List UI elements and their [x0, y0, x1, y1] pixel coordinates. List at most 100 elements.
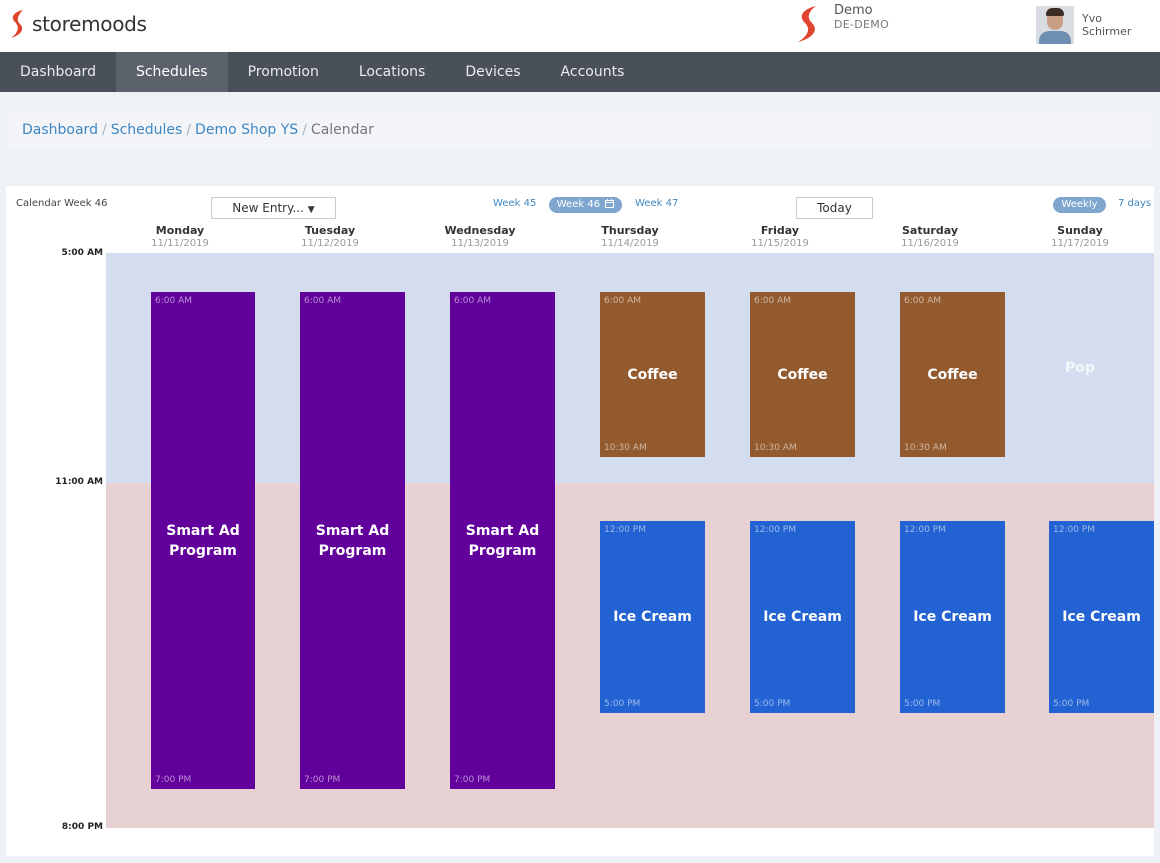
event-title: Smart Ad Program	[315, 522, 390, 559]
event-title: Coffee	[777, 366, 828, 383]
breadcrumb: Dashboard / Schedules / Demo Shop YS / Calenda…	[8, 112, 1152, 148]
new-entry-button[interactable]: New Entry... ▼	[211, 197, 336, 219]
day-date: 11/15/2019	[751, 238, 809, 249]
avatar	[1036, 6, 1074, 44]
day-header-sunday: Sunday 11/17/2019	[1025, 224, 1135, 249]
day-date: 11/12/2019	[301, 238, 359, 249]
event-pop-sunday[interactable]: Pop	[1065, 360, 1095, 376]
event-coffee-friday[interactable]: 6:00 AM Coffee 10:30 AM	[750, 292, 855, 457]
new-entry-label: New Entry...	[232, 201, 304, 215]
event-coffee-thursday[interactable]: 6:00 AM Coffee 10:30 AM	[600, 292, 705, 457]
nav-dashboard[interactable]: Dashboard	[20, 64, 96, 80]
event-start-time: 12:00 PM	[604, 525, 646, 535]
user-first-name: Yvo	[1082, 12, 1102, 25]
event-end-time: 5:00 PM	[904, 699, 941, 709]
breadcrumb-separator: /	[186, 122, 192, 138]
event-end-time: 7:00 PM	[454, 775, 491, 785]
calendar-week-label: Calendar Week 46	[16, 198, 108, 209]
seven-days-view-toggle[interactable]: 7 days	[1118, 198, 1152, 209]
brand-logo[interactable]: storemoods	[8, 9, 147, 39]
day-name: Monday	[155, 224, 205, 237]
nav-locations[interactable]: Locations	[358, 64, 426, 80]
current-week-pill[interactable]: Week 46	[549, 197, 622, 213]
organization-code: DE-DEMO	[834, 18, 890, 31]
organization-logo-icon	[798, 6, 816, 42]
day-header-tuesday: Tuesday 11/12/2019	[275, 224, 385, 249]
day-name: Sunday	[1057, 224, 1103, 237]
calendar-panel: Calendar Week 46 New Entry... ▼ Week 45 …	[6, 186, 1154, 856]
next-week-link[interactable]: Week 47	[635, 198, 679, 209]
breadcrumb-schedules[interactable]: Schedules	[110, 122, 183, 138]
event-end-time: 10:30 AM	[604, 443, 647, 453]
calendar-icon	[605, 199, 615, 208]
prev-week-link[interactable]: Week 45	[493, 198, 537, 209]
breadcrumb-dashboard[interactable]: Dashboard	[22, 122, 98, 138]
event-start-time: 6:00 AM	[454, 296, 491, 306]
breadcrumb-shop[interactable]: Demo Shop YS	[195, 122, 299, 138]
event-end-time: 5:00 PM	[754, 699, 791, 709]
event-title: Ice Cream	[1062, 609, 1141, 625]
event-title: Coffee	[927, 366, 978, 383]
day-header-saturday: Saturday 11/16/2019	[875, 224, 985, 249]
event-smart-ad-wednesday[interactable]: 6:00 AM Smart Ad Program 7:00 PM	[450, 292, 555, 789]
nav-promotion[interactable]: Promotion	[247, 64, 319, 80]
event-start-time: 6:00 AM	[754, 296, 791, 306]
day-date: 11/14/2019	[601, 238, 659, 249]
day-name: Saturday	[902, 224, 958, 237]
breadcrumb-current: Calendar	[310, 122, 374, 138]
user-menu[interactable]: Yvo Schirmer	[1036, 6, 1131, 44]
event-start-time: 12:00 PM	[1053, 525, 1095, 535]
weekly-view-toggle[interactable]: Weekly	[1053, 197, 1106, 213]
top-bar: storemoods Demo DE-DEMO Yvo Schirmer	[0, 0, 1160, 52]
day-header-monday: Monday 11/11/2019	[125, 224, 235, 249]
event-title: Smart Ad Program	[166, 522, 240, 559]
event-end-time: 7:00 PM	[155, 775, 192, 785]
event-title: Ice Cream	[913, 609, 992, 625]
event-end-time: 10:30 AM	[754, 443, 797, 453]
day-date: 11/13/2019	[451, 238, 509, 249]
event-start-time: 6:00 AM	[904, 296, 941, 306]
today-button[interactable]: Today	[796, 197, 873, 219]
event-start-time: 6:00 AM	[604, 296, 641, 306]
main-nav: Dashboard Schedules Promotion Locations …	[0, 52, 1160, 92]
event-start-time: 6:00 AM	[155, 296, 192, 306]
time-label-11am: 11:00 AM	[55, 477, 103, 487]
day-name: Friday	[760, 224, 800, 237]
brand-name: storemoods	[32, 12, 147, 36]
day-name: Tuesday	[304, 224, 356, 237]
time-label-5am: 5:00 AM	[61, 248, 103, 258]
user-last-name: Schirmer	[1082, 25, 1132, 38]
event-end-time: 5:00 PM	[604, 699, 641, 709]
time-label-8pm: 8:00 PM	[61, 822, 103, 832]
day-name: Wednesday	[444, 224, 516, 237]
organization-switcher[interactable]: Demo DE-DEMO	[794, 4, 889, 44]
day-date: 11/16/2019	[901, 238, 959, 249]
event-start-time: 6:00 AM	[304, 296, 341, 306]
organization-name: Demo	[834, 3, 873, 18]
day-header-thursday: Thursday 11/14/2019	[575, 224, 685, 249]
breadcrumb-separator: /	[101, 122, 107, 138]
caret-down-icon: ▼	[307, 205, 315, 215]
nav-accounts[interactable]: Accounts	[560, 64, 625, 80]
current-week-label: Week 46	[556, 199, 601, 210]
event-smart-ad-monday[interactable]: 6:00 AM Smart Ad Program 7:00 PM	[151, 292, 255, 789]
event-smart-ad-tuesday[interactable]: 6:00 AM Smart Ad Program 7:00 PM	[300, 292, 405, 789]
event-end-time: 5:00 PM	[1053, 699, 1090, 709]
event-ice-cream-friday[interactable]: 12:00 PM Ice Cream 5:00 PM	[750, 521, 855, 713]
event-ice-cream-sunday[interactable]: 12:00 PM Ice Cream 5:00 PM	[1049, 521, 1154, 713]
day-name: Thursday	[601, 224, 659, 237]
nav-devices[interactable]: Devices	[465, 64, 521, 80]
storemoods-logo-icon	[11, 10, 23, 38]
event-coffee-saturday[interactable]: 6:00 AM Coffee 10:30 AM	[900, 292, 1005, 457]
event-title: Ice Cream	[763, 609, 842, 625]
event-ice-cream-thursday[interactable]: 12:00 PM Ice Cream 5:00 PM	[600, 521, 705, 713]
event-start-time: 12:00 PM	[754, 525, 796, 535]
event-ice-cream-saturday[interactable]: 12:00 PM Ice Cream 5:00 PM	[900, 521, 1005, 713]
nav-schedules[interactable]: Schedules	[115, 52, 228, 92]
event-title: Ice Cream	[613, 609, 692, 625]
breadcrumb-separator: /	[302, 122, 307, 138]
event-title: Coffee	[627, 366, 678, 383]
event-end-time: 7:00 PM	[304, 775, 341, 785]
day-date: 11/17/2019	[1051, 238, 1109, 249]
day-header-friday: Friday 11/15/2019	[725, 224, 835, 249]
